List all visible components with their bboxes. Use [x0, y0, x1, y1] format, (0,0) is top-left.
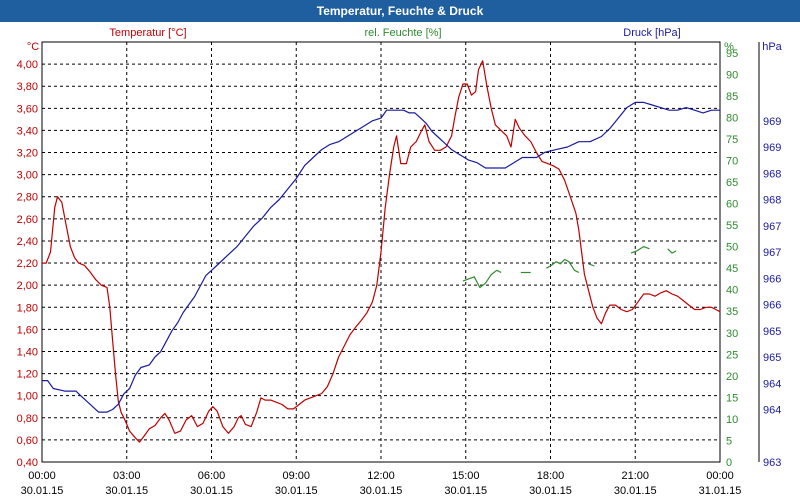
tick-labels: 4,00 3,80 3,60 3,40 3,20 3,00 2,80 2,60 2,40 2,20…: [17, 48, 782, 497]
humidity-tick-label: 45: [726, 263, 738, 275]
humidity-series-line: [667, 248, 677, 254]
pressure-tick-label: 965: [763, 352, 781, 364]
temperature-tick-label: 1,60: [17, 324, 38, 336]
temperature-axis-title: Temperatur [°C]: [109, 27, 186, 39]
temperature-tick-label: 2,80: [17, 192, 38, 204]
temperature-tick-label: 4,00: [17, 59, 38, 71]
humidity-series-line: [546, 258, 580, 274]
pressure-tick-label: 969: [763, 116, 781, 128]
humidity-tick-label: 15: [726, 392, 738, 404]
x-date-tick-label: 30.01.15: [614, 485, 657, 497]
humidity-tick-label: 95: [726, 48, 738, 60]
pressure-tick-label: 963: [763, 457, 781, 469]
x-time-tick-label: 12:00: [367, 470, 395, 482]
pressure-tick-label: 964: [763, 378, 781, 390]
humidity-tick-label: 90: [726, 69, 738, 81]
humidity-tick-label: 55: [726, 220, 738, 232]
pressure-unit-label: hPa: [762, 41, 782, 53]
pressure-axis-title: Druck [hPa]: [623, 27, 680, 39]
x-time-tick-label: 00:00: [706, 470, 734, 482]
temperature-tick-label: 2,20: [17, 258, 38, 270]
x-date-tick-label: 30.01.15: [105, 485, 148, 497]
x-time-tick-label: 21:00: [621, 470, 649, 482]
temperature-tick-label: 2,00: [17, 280, 38, 292]
temperature-tick-label: 3,20: [17, 148, 38, 160]
humidity-tick-label: 10: [726, 414, 738, 426]
temperature-tick-label: 3,80: [17, 81, 38, 93]
humidity-tick-label: 80: [726, 112, 738, 124]
temperature-series-line: [42, 60, 721, 443]
pressure-tick-label: 967: [763, 247, 781, 259]
x-date-tick-label: 30.01.15: [444, 485, 487, 497]
pressure-tick-label: 966: [763, 300, 781, 312]
pressure-tick-label: 969: [763, 142, 781, 154]
temperature-tick-label: 1,00: [17, 391, 38, 403]
x-date-tick-label: 30.01.15: [21, 485, 64, 497]
x-date-tick-label: 30.01.15: [360, 485, 403, 497]
humidity-series-line: [630, 246, 650, 254]
temperature-unit-label: °C: [27, 41, 39, 53]
x-time-tick-label: 06:00: [198, 470, 226, 482]
temperature-tick-label: 0,60: [17, 435, 38, 447]
x-date-tick-label: 30.01.15: [529, 485, 572, 497]
pressure-tick-label: 968: [763, 195, 781, 207]
humidity-tick-label: 20: [726, 371, 738, 383]
x-time-tick-label: 03:00: [113, 470, 141, 482]
humidity-tick-label: 25: [726, 349, 738, 361]
temperature-tick-label: 3,00: [17, 170, 38, 182]
pressure-tick-label: 966: [763, 273, 781, 285]
temperature-tick-label: 2,40: [17, 236, 38, 248]
pressure-series-line: [42, 101, 720, 413]
pressure-tick-label: 965: [763, 326, 781, 338]
temperature-tick-label: 2,60: [17, 214, 38, 226]
temperature-tick-label: 1,40: [17, 346, 38, 358]
humidity-series-line: [588, 263, 595, 267]
x-date-tick-label: 30.01.15: [190, 485, 233, 497]
x-date-tick-label: 30.01.15: [275, 485, 318, 497]
x-time-tick-label: 09:00: [282, 470, 310, 482]
humidity-tick-label: 5: [726, 435, 732, 447]
x-time-tick-label: 00:00: [28, 470, 56, 482]
humidity-tick-label: 30: [726, 328, 738, 340]
humidity-tick-label: 85: [726, 91, 738, 103]
humidity-axis-title: rel. Feuchte [%]: [364, 27, 441, 39]
humidity-tick-label: 35: [726, 306, 738, 318]
x-time-tick-label: 18:00: [537, 470, 565, 482]
temperature-tick-label: 3,40: [17, 125, 38, 137]
temperature-tick-label: 1,80: [17, 302, 38, 314]
series-layer: [42, 60, 721, 443]
humidity-tick-label: 65: [726, 177, 738, 189]
x-time-tick-label: 15:00: [452, 470, 480, 482]
pressure-tick-label: 968: [763, 168, 781, 180]
temperature-tick-label: 1,20: [17, 369, 38, 381]
humidity-tick-label: 40: [726, 285, 738, 297]
temperature-tick-label: 0,40: [17, 457, 38, 469]
axis-labels: Temperatur [°C] rel. Feuchte [%] Druck […: [27, 27, 783, 53]
humidity-tick-label: 70: [726, 155, 738, 167]
humidity-unit-label: %: [724, 41, 734, 53]
x-date-tick-label: 31.01.15: [699, 485, 742, 497]
temperature-tick-label: 0,80: [17, 413, 38, 425]
pressure-tick-label: 964: [763, 405, 781, 417]
temperature-tick-label: 3,60: [17, 103, 38, 115]
plot-area-frame: [41, 41, 721, 463]
humidity-series-line: [462, 269, 502, 289]
chart-title: Temperatur, Feuchte & Druck: [0, 0, 800, 22]
pressure-tick-label: 967: [763, 221, 781, 233]
humidity-tick-label: 0: [726, 457, 732, 469]
humidity-tick-label: 60: [726, 199, 738, 211]
humidity-tick-label: 75: [726, 134, 738, 146]
humidity-tick-label: 50: [726, 242, 738, 254]
